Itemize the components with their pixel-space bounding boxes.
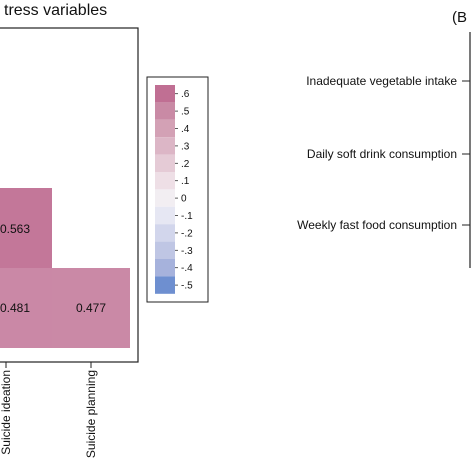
legend-swatch bbox=[155, 241, 175, 259]
heatmap-cell-rect bbox=[52, 268, 130, 348]
heatmap-title: tress variables bbox=[4, 2, 107, 19]
tick-label-suicide-ideation: Suicide ideation bbox=[0, 370, 13, 455]
heatmap-frame bbox=[0, 27, 139, 363]
forest-row: Inadequate vegetable intake bbox=[306, 74, 470, 88]
heatmap-cell: 0.481 bbox=[0, 268, 52, 348]
legend-label: .3 bbox=[181, 141, 190, 152]
legend-swatch bbox=[155, 189, 175, 207]
color-legend: .6 .5 .4 .3 .2 .1 0 -.1 -.2 -.3 -.4 -.5 bbox=[146, 76, 209, 303]
legend-label: .1 bbox=[181, 176, 190, 187]
legend-swatch bbox=[155, 85, 175, 103]
column-label: Suicide ideation bbox=[0, 362, 13, 455]
legend-label: .2 bbox=[181, 159, 190, 170]
legend-swatch bbox=[155, 224, 175, 242]
legend-label: -.5 bbox=[181, 281, 193, 292]
forest-row: Daily soft drink consumption bbox=[307, 147, 470, 161]
heatmap-cell-label: 0.477 bbox=[76, 301, 106, 315]
legend-label: -.4 bbox=[181, 263, 193, 274]
legend-swatch bbox=[155, 154, 175, 172]
legend-label: .6 bbox=[181, 89, 190, 100]
row-label: Weekly fast food consumption bbox=[297, 218, 457, 232]
forest-row: Weekly fast food consumption bbox=[297, 218, 470, 232]
legend-swatch bbox=[155, 119, 175, 138]
legend-swatch bbox=[155, 259, 175, 277]
legend-label: .5 bbox=[181, 107, 190, 118]
heatmap-cell-rect bbox=[0, 188, 52, 268]
heatmap-panel: tress variables 0.563 0.481 0.477 Suicid… bbox=[0, 2, 139, 458]
heatmap-cell: 0.477 bbox=[52, 268, 130, 348]
legend-swatch bbox=[155, 137, 175, 155]
legend-swatch bbox=[155, 172, 175, 190]
legend-label: 0 bbox=[181, 194, 187, 205]
legend-label: -.3 bbox=[181, 246, 193, 257]
heatmap-cell-label: 0.481 bbox=[0, 301, 30, 315]
row-label: Inadequate vegetable intake bbox=[306, 74, 457, 88]
legend-label: -.2 bbox=[181, 228, 193, 239]
legend-swatch bbox=[155, 276, 175, 294]
heatmap-cell: 0.563 bbox=[0, 188, 52, 268]
column-label: Suicide planning bbox=[84, 362, 98, 458]
heatmap-cell-rect bbox=[0, 268, 52, 348]
forest-panel: (B Inadequate vegetable intake Daily sof… bbox=[297, 9, 471, 268]
legend-swatch bbox=[155, 102, 175, 120]
tick-label-suicide-planning: Suicide planning bbox=[84, 370, 98, 458]
row-label: Daily soft drink consumption bbox=[307, 147, 457, 161]
heatmap-cell-label: 0.563 bbox=[0, 222, 30, 236]
legend-label: -.1 bbox=[181, 211, 193, 222]
legend-swatch bbox=[155, 206, 175, 225]
panel-label-b: (B bbox=[452, 9, 467, 26]
legend-label: .4 bbox=[181, 124, 190, 135]
legend-frame bbox=[146, 76, 209, 303]
